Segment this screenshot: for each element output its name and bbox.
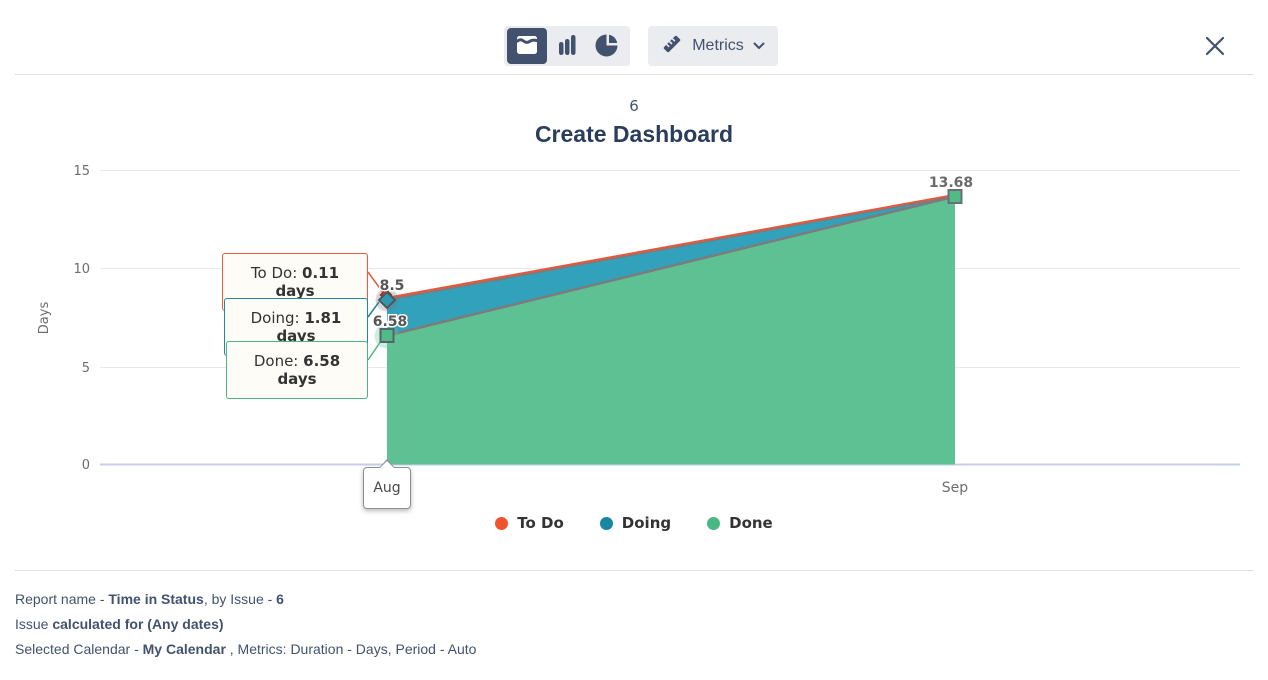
- header-divider: [15, 74, 1253, 75]
- bar-chart-button[interactable]: [547, 28, 587, 64]
- x-tick-aug-callout: Aug: [363, 459, 411, 509]
- done-area: [387, 196, 955, 465]
- doing-tooltip-connector: [367, 301, 380, 318]
- area-chart-button[interactable]: [507, 28, 547, 64]
- close-button[interactable]: [1200, 32, 1230, 62]
- done-line: [386, 195, 956, 337]
- ruler-icon: [661, 33, 683, 60]
- todo-legend-dot-icon: [495, 516, 509, 530]
- label-aug-done: 6.58: [373, 314, 408, 330]
- doing-line: [386, 195, 956, 301]
- report-summary: Report name - Time in Status, by Issue -…: [15, 587, 476, 662]
- y-tick-10: 10: [73, 262, 90, 277]
- chart-legend: To Do Doing Done: [0, 514, 1268, 532]
- pie-chart-button[interactable]: [587, 28, 627, 64]
- close-icon: [1204, 35, 1226, 60]
- selected-calendar-line: Selected Calendar - My Calendar , Metric…: [15, 641, 477, 657]
- done-marker-aug[interactable]: [379, 328, 395, 343]
- chart-type-switcher: [504, 26, 630, 66]
- legend-label-todo: To Do: [517, 514, 564, 532]
- y-axis-title: Days: [37, 302, 52, 335]
- legend-label-done: Done: [729, 514, 773, 532]
- done-marker-sep[interactable]: [947, 189, 963, 204]
- y-tick-0: 0: [82, 458, 90, 473]
- y-tick-15: 15: [73, 164, 90, 179]
- todo-tooltip-value: 0.11 days: [275, 264, 340, 300]
- issue-calculated-line: Issue calculated for (Any dates): [15, 616, 224, 632]
- x-tick-sep: Sep: [942, 480, 969, 496]
- issue-key-subtitle: 6: [629, 97, 639, 115]
- done-tooltip-value: 6.58 days: [277, 352, 341, 388]
- label-sep-total: 13.68: [929, 175, 973, 191]
- metrics-dropdown-button[interactable]: Metrics: [648, 26, 778, 66]
- y-tick-5: 5: [82, 361, 90, 376]
- done-legend-dot-icon: [707, 516, 721, 530]
- report-name-line: Report name - Time in Status, by Issue -…: [15, 591, 284, 607]
- pie-chart-icon: [594, 32, 620, 61]
- todo-tooltip-label: To Do:: [250, 264, 303, 282]
- todo-tooltip-connector: [367, 271, 385, 295]
- metrics-label: Metrics: [692, 37, 744, 54]
- stacked-area-chart: 15 10 5 0 Days Sep 8.5 6.58 13.68: [37, 164, 1240, 496]
- doing-tooltip-value: 1.81 days: [276, 309, 342, 345]
- done-tooltip: Done: 6.58 days: [226, 341, 368, 399]
- footer-divider: [15, 570, 1253, 571]
- legend-item-done[interactable]: Done: [707, 514, 773, 532]
- doing-tooltip-label: Doing:: [250, 309, 305, 327]
- page-title: Create Dashboard: [534, 121, 734, 147]
- bar-chart-icon: [554, 32, 580, 61]
- x-tick-aug: Aug: [373, 480, 401, 496]
- chevron-down-icon: [753, 37, 765, 55]
- doing-legend-dot-icon: [599, 516, 613, 530]
- legend-item-todo[interactable]: To Do: [495, 514, 564, 532]
- label-aug-total: 8.5: [380, 278, 405, 294]
- area-chart-icon: [514, 33, 540, 60]
- legend-label-doing: Doing: [621, 514, 672, 532]
- done-tooltip-label: Done:: [253, 352, 304, 370]
- doing-marker-aug[interactable]: [377, 290, 397, 310]
- done-tooltip-connector: [367, 340, 382, 361]
- legend-item-doing[interactable]: Doing: [599, 514, 672, 532]
- todo-line: [386, 193, 956, 299]
